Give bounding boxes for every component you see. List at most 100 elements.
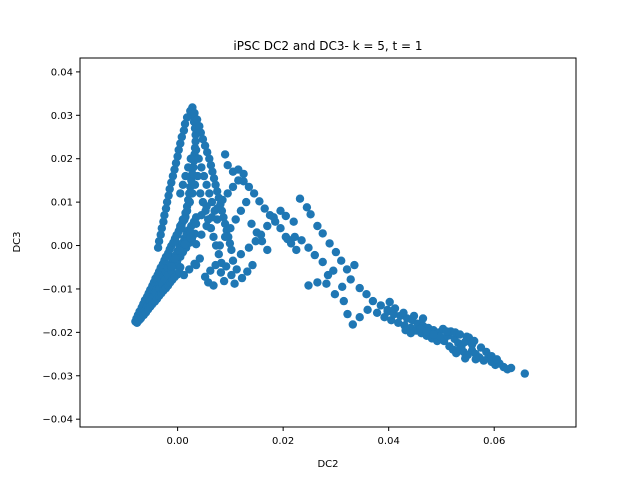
scatter-point [219,276,229,286]
data-points [131,103,529,378]
scatter-point [195,254,204,263]
scatter-point [355,283,364,293]
scatter-point [213,204,222,213]
scatter-point [203,148,212,157]
scatter-point [244,182,254,192]
scatter-point [188,189,197,198]
scatter-point [209,232,218,242]
scatter-point [211,180,220,189]
scatter-point [304,243,313,252]
scatter-point [184,163,193,172]
scatter-point [170,254,180,263]
scatter-point [350,260,359,270]
scatter-point [329,266,338,275]
scatter-point [470,336,479,346]
y-tick-label: −0.02 [42,328,73,339]
scatter-point [231,215,240,224]
scatter-point [325,239,334,248]
scatter-point [180,119,190,129]
x-tick-label: 0.02 [272,436,294,447]
scatter-point [390,304,400,313]
scatter-point [173,152,182,161]
scatter-point [168,171,178,181]
scatter-point [227,245,236,255]
scatter-point [205,154,214,163]
scatter-point [177,132,186,142]
scatter-point [178,180,188,189]
scatter-point [368,296,378,306]
scatter-point [269,213,278,222]
scatter-point [227,270,236,280]
scatter-point [177,224,186,233]
scatter-point [343,309,352,319]
scatter-point [167,262,176,271]
scatter-point [330,290,340,299]
scatter-point [191,145,201,155]
scatter-point [338,282,347,291]
scatter-point [157,224,166,233]
scatter-point [170,165,179,174]
scatter-point [218,195,227,205]
scatter-point [185,265,194,274]
scatter-point [244,243,254,252]
scatter-point [251,237,260,246]
scatter-point [234,165,243,174]
scatter-point [153,243,163,252]
scatter-point [190,180,200,189]
y-tick-label: −0.01 [42,284,73,295]
scatter-point [176,139,185,148]
scatter-point [306,210,315,219]
y-tick-label: 0.04 [51,67,73,78]
scatter-point [243,267,252,276]
scatter-point [208,167,217,176]
scatter-point [249,189,259,198]
scatter-point [191,137,200,146]
scatter-point [190,108,199,118]
scatter-point [222,262,231,271]
scatter-point [228,182,238,192]
y-tick-label: 0.00 [51,241,73,252]
scatter-point [310,250,319,260]
scatter-point [197,230,206,239]
scatter-point [376,301,385,310]
scatter-point [174,145,183,155]
y-tick-label: −0.03 [42,371,73,382]
y-axis-ticks: −0.04 −0.03 −0.02 −0.01 0.00 0.01 0.02 0.03 0.04 [42,67,80,426]
scatter-point [318,229,327,238]
scatter-point [225,239,235,248]
scatter-point [295,194,305,203]
scatter-point [399,308,408,317]
scatter-point [223,161,232,170]
scatter-point [257,237,267,246]
y-axis-label: DC3 [12,231,23,252]
x-tick-label: 0.04 [378,436,400,447]
scatter-point [342,265,352,274]
scatter-point [331,247,341,257]
scatter-point [182,206,192,215]
scatter-point [197,163,206,172]
scatter-point [346,275,355,284]
scatter-point [215,241,224,250]
y-tick-label: 0.03 [51,111,73,122]
scatter-point [362,290,371,299]
y-tick-label: 0.01 [51,198,73,209]
scatter-point [165,184,174,194]
scatter-point [520,369,529,378]
y-tick-label: 0.02 [51,154,73,165]
scatter-point [232,265,241,274]
scatter-point [202,180,211,189]
scatter-point [337,256,346,265]
scatter-point [179,126,189,135]
scatter-point [247,219,256,228]
scatter-point [416,324,425,334]
scatter-point [462,332,471,341]
scatter-point [214,250,223,259]
scatter-point [276,206,285,215]
scatter-point [237,273,247,283]
scatter-point [355,313,364,322]
scatter-point [239,177,248,186]
scatter-point [176,263,185,272]
scatter-point [422,327,431,336]
